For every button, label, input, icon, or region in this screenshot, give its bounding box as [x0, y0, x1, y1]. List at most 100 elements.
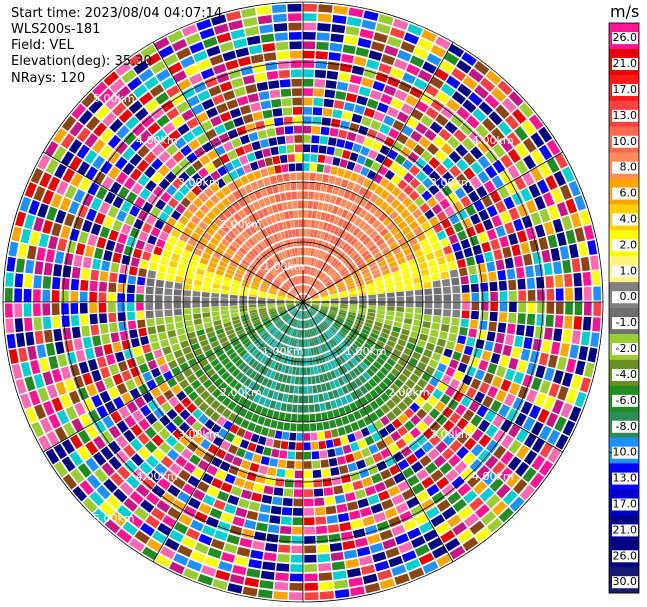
- radar-gate: [369, 389, 379, 399]
- radar-gate: [360, 427, 371, 438]
- radar-gate: [286, 460, 295, 469]
- radar-gate: [282, 272, 288, 280]
- radar-gate: [449, 269, 459, 278]
- radar-gate: [312, 258, 317, 267]
- radar-gate: [522, 137, 537, 153]
- radar-gate: [548, 205, 560, 220]
- radar-gate: [289, 258, 294, 267]
- radar-gate: [91, 258, 102, 270]
- radar-gate: [303, 153, 310, 162]
- radar-gate: [552, 218, 564, 233]
- radar-gate: [486, 331, 496, 342]
- radar-gate: [297, 247, 301, 256]
- radar-gate: [554, 274, 564, 288]
- radar-gate: [396, 133, 409, 145]
- radar-gate: [305, 310, 310, 319]
- radar-gate: [172, 151, 185, 163]
- radar-gate: [288, 268, 293, 277]
- radar-gate: [323, 363, 330, 372]
- radar-gate: [434, 401, 446, 413]
- radar-gate: [463, 423, 476, 436]
- radar-gate: [373, 208, 383, 219]
- radar-gate: [126, 284, 136, 294]
- radar-gate: [339, 63, 353, 73]
- radar-gate: [219, 461, 231, 472]
- radar-gate: [205, 107, 219, 119]
- radar-gate: [361, 77, 374, 88]
- radar-gate: [252, 201, 261, 211]
- radar-gate: [277, 373, 284, 382]
- radar-gate: [332, 186, 340, 195]
- radar-gate: [138, 68, 154, 83]
- radar-gate: [346, 247, 355, 256]
- radar-gate: [286, 298, 294, 301]
- radar-gate: [396, 111, 409, 123]
- radar-gate: [350, 421, 360, 432]
- radar-gate: [137, 447, 151, 460]
- radar-gate: [316, 535, 329, 544]
- radar-gate: [238, 361, 247, 371]
- radar-gate: [310, 154, 318, 163]
- radar-gate: [33, 317, 42, 331]
- radar-gate: [340, 294, 348, 298]
- radar-gate: [172, 178, 184, 190]
- radar-gate: [539, 425, 552, 441]
- radar-gate: [242, 163, 252, 174]
- radar-gate: [419, 333, 428, 342]
- radar-gate: [294, 376, 300, 385]
- radar-gate: [562, 420, 576, 436]
- radar-gate: [124, 459, 138, 474]
- radar-gate: [211, 288, 220, 294]
- radar-gate: [335, 238, 343, 247]
- radar-gate: [309, 307, 317, 314]
- radar-gate: [303, 339, 306, 347]
- radar-gate: [431, 322, 441, 331]
- radar-gate: [116, 383, 128, 395]
- radar-gate: [281, 312, 288, 318]
- radar-gate: [90, 197, 102, 211]
- radar-gate: [337, 218, 345, 227]
- radar-gate: [292, 526, 303, 535]
- radar-gate: [303, 470, 313, 479]
- radar-gate: [310, 278, 315, 286]
- radar-gate: [310, 144, 319, 153]
- radar-gate: [491, 215, 503, 228]
- radar-gate: [321, 295, 329, 299]
- radar-gate: [337, 331, 346, 339]
- radar-gate: [173, 553, 189, 566]
- radar-gate: [282, 497, 293, 507]
- radar-gate: [151, 158, 164, 171]
- radar-gate: [280, 251, 286, 260]
- radar-gate: [397, 480, 410, 492]
- radar-gate: [384, 319, 393, 326]
- radar-gate: [163, 53, 179, 67]
- radar-gate: [5, 318, 14, 334]
- radar-gate: [193, 348, 203, 357]
- radar-gate: [324, 318, 332, 325]
- radar-gate: [268, 272, 276, 279]
- radar-gate: [338, 72, 351, 82]
- radar-gate: [508, 91, 524, 107]
- radar-gate: [493, 445, 507, 460]
- radar-gate: [369, 193, 379, 204]
- radar-gate: [322, 373, 329, 382]
- radar-gate: [212, 94, 225, 106]
- radar-gate: [384, 477, 396, 489]
- radar-gate: [470, 414, 483, 427]
- radar-gate: [237, 198, 247, 208]
- radar-gate: [64, 252, 74, 266]
- radar-gate: [204, 406, 215, 418]
- radar-gate: [457, 483, 472, 497]
- radar-gate: [424, 308, 433, 315]
- radar-gate: [407, 151, 420, 163]
- radar-gate: [367, 216, 377, 226]
- radar-gate: [283, 211, 290, 220]
- radar-gate: [498, 507, 514, 523]
- radar-gate: [330, 303, 339, 306]
- radar-gate: [260, 427, 270, 437]
- radar-gate: [187, 237, 198, 247]
- radar-gate: [256, 325, 264, 332]
- radar-gate: [583, 286, 592, 301]
- radar-gate: [266, 379, 273, 388]
- radar-gate: [379, 529, 394, 541]
